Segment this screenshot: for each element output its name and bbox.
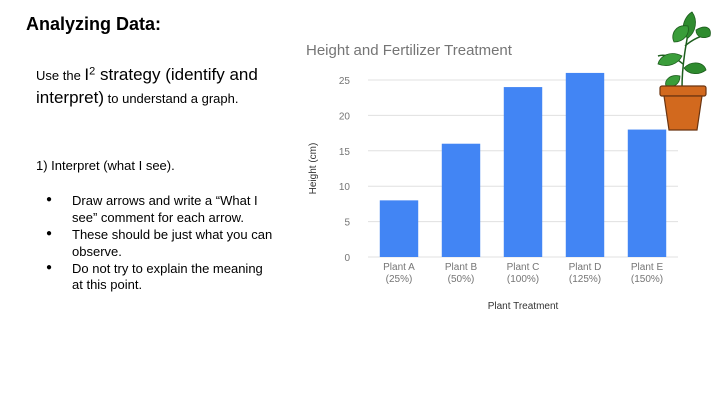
intro-suffix: to understand a graph. <box>104 90 239 106</box>
bar-chart: Height and Fertilizer Treatment 0 5 10 15 20 2… <box>306 42 678 312</box>
bullet-list: Draw arrows and write a “What I see” com… <box>36 193 276 294</box>
bullet-item: Draw arrows and write a “What I see” com… <box>36 193 276 227</box>
bullet-item: Do not try to explain the meaning at thi… <box>36 261 276 295</box>
pot <box>659 85 707 131</box>
x-axis-title: Plant Treatment <box>488 301 559 312</box>
y-tick-label: 15 <box>339 147 351 158</box>
leaves <box>657 11 711 87</box>
y-tick-label: 25 <box>339 76 351 87</box>
y-tick-label: 10 <box>339 182 351 193</box>
x-tick-label: Plant A (25%) <box>383 262 415 285</box>
slide-title: Analyzing Data: <box>26 14 162 34</box>
y-axis-title: Height (cm) <box>308 143 319 195</box>
x-tick-label: Plant D (125%) <box>569 262 602 285</box>
bar <box>627 129 667 257</box>
bar <box>379 200 419 257</box>
bullet-item: These should be just what you can observ… <box>36 227 276 261</box>
bar <box>441 143 481 257</box>
bar <box>503 87 543 257</box>
y-tick-label: 0 <box>344 253 350 264</box>
y-tick-label: 20 <box>339 111 351 122</box>
potted-plant-icon <box>657 11 711 131</box>
x-tick-label: Plant E (150%) <box>631 262 664 285</box>
x-tick-label: Plant C (100%) <box>507 262 540 285</box>
intro-i: I <box>84 65 90 84</box>
intro-superscript: 2 <box>89 65 96 78</box>
intro-prefix: Use the <box>36 68 85 83</box>
intro-text: Use the I2 strategy (identify and interp… <box>36 64 286 110</box>
chart-title: Height and Fertilizer Treatment <box>306 42 513 59</box>
bar <box>565 72 605 257</box>
y-tick-label: 5 <box>344 218 350 229</box>
step-heading: 1) Interpret (what I see). <box>36 158 175 173</box>
intro-strategy: strategy (identify and interpret) <box>36 65 258 107</box>
x-tick-label: Plant B (50%) <box>445 262 478 285</box>
